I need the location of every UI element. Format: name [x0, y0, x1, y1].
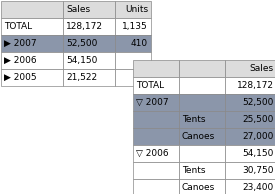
Bar: [63, 52, 115, 69]
Text: 52,500: 52,500: [66, 39, 97, 48]
Bar: [133, 111, 179, 128]
Bar: [133, 145, 179, 162]
Text: 21,522: 21,522: [66, 73, 97, 82]
Bar: [63, 1, 115, 18]
Text: Tents: Tents: [182, 115, 205, 124]
Bar: [179, 162, 225, 179]
Text: ▶ 2005: ▶ 2005: [4, 73, 37, 82]
Text: 54,150: 54,150: [243, 149, 274, 158]
Bar: [225, 111, 275, 128]
Bar: [1, 52, 63, 69]
Bar: [115, 1, 151, 18]
Text: Sales: Sales: [250, 64, 274, 73]
Bar: [115, 52, 151, 69]
Bar: [133, 162, 179, 179]
Text: Units: Units: [125, 5, 148, 14]
Text: Tents: Tents: [182, 166, 205, 175]
Bar: [225, 162, 275, 179]
Text: Canoes: Canoes: [182, 183, 215, 192]
Bar: [63, 18, 115, 35]
Bar: [179, 128, 225, 145]
Bar: [1, 1, 63, 18]
Bar: [1, 35, 63, 52]
Bar: [133, 60, 179, 77]
Text: 1,135: 1,135: [122, 22, 148, 31]
Bar: [63, 35, 115, 52]
Bar: [179, 94, 225, 111]
Text: ▽ 2006: ▽ 2006: [136, 149, 169, 158]
Text: 54,150: 54,150: [66, 56, 97, 65]
Text: Canoes: Canoes: [182, 132, 215, 141]
Bar: [133, 128, 179, 145]
Bar: [115, 18, 151, 35]
Text: ▶ 2006: ▶ 2006: [4, 56, 37, 65]
Bar: [225, 145, 275, 162]
Text: TOTAL: TOTAL: [136, 81, 164, 90]
Text: 25,500: 25,500: [243, 115, 274, 124]
Text: 30,750: 30,750: [243, 166, 274, 175]
Bar: [225, 60, 275, 77]
Bar: [133, 179, 179, 194]
Bar: [179, 111, 225, 128]
Text: ▽ 2007: ▽ 2007: [136, 98, 169, 107]
Text: TOTAL: TOTAL: [4, 22, 32, 31]
Bar: [179, 145, 225, 162]
Bar: [1, 69, 63, 86]
Bar: [63, 69, 115, 86]
Bar: [115, 69, 151, 86]
Text: 27,000: 27,000: [243, 132, 274, 141]
Bar: [179, 60, 225, 77]
Bar: [225, 77, 275, 94]
Bar: [133, 94, 179, 111]
Bar: [115, 35, 151, 52]
Bar: [179, 179, 225, 194]
Text: 128,172: 128,172: [237, 81, 274, 90]
Text: 52,500: 52,500: [243, 98, 274, 107]
Bar: [1, 18, 63, 35]
Text: Sales: Sales: [66, 5, 90, 14]
Bar: [179, 77, 225, 94]
Bar: [133, 77, 179, 94]
Text: 410: 410: [131, 39, 148, 48]
Text: 23,400: 23,400: [243, 183, 274, 192]
Bar: [225, 128, 275, 145]
Text: 128,172: 128,172: [66, 22, 103, 31]
Text: ▶ 2007: ▶ 2007: [4, 39, 37, 48]
Bar: [225, 94, 275, 111]
Bar: [225, 179, 275, 194]
